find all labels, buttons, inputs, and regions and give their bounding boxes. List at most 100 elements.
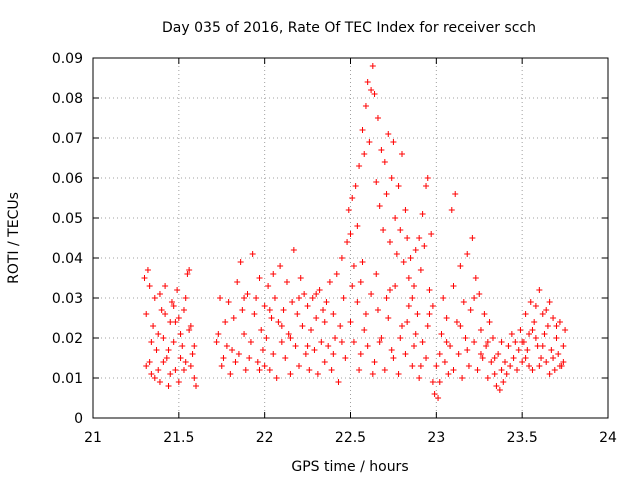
- data-point: [292, 343, 299, 349]
- data-point: [242, 367, 249, 373]
- data-point: [347, 319, 354, 325]
- data-point: [527, 299, 534, 305]
- data-point: [381, 367, 388, 373]
- data-point: [308, 327, 315, 333]
- data-point: [498, 339, 505, 345]
- data-point: [489, 335, 496, 341]
- data-point: [349, 283, 356, 289]
- data-point: [493, 383, 500, 389]
- y-tick-label: 0.08: [52, 91, 83, 107]
- data-point: [266, 367, 273, 373]
- data-point: [541, 331, 548, 337]
- data-point: [380, 227, 387, 233]
- data-point: [435, 395, 442, 401]
- data-point: [165, 383, 172, 389]
- data-point: [258, 327, 265, 333]
- data-point: [546, 299, 553, 305]
- data-point: [275, 319, 282, 325]
- data-point: [423, 183, 430, 189]
- data-point: [193, 383, 199, 389]
- x-tick-label: 21: [84, 430, 102, 446]
- data-point: [455, 351, 462, 357]
- data-point: [539, 311, 546, 317]
- data-point: [450, 367, 457, 373]
- data-point: [160, 359, 167, 365]
- data-point: [519, 359, 526, 365]
- data-point: [335, 379, 342, 385]
- data-point: [381, 159, 388, 165]
- y-tick-label: 0.07: [52, 131, 83, 147]
- data-point: [313, 291, 320, 297]
- data-point: [151, 375, 158, 381]
- data-point: [162, 311, 169, 317]
- data-point: [215, 331, 222, 337]
- data-point: [395, 371, 402, 377]
- data-point: [378, 147, 385, 153]
- data-point: [361, 327, 368, 333]
- data-point: [304, 303, 311, 309]
- data-point: [390, 355, 397, 361]
- data-point: [314, 371, 321, 377]
- data-point: [259, 347, 266, 353]
- x-tick-label: 22.5: [335, 430, 366, 446]
- data-point: [409, 295, 416, 301]
- data-point: [320, 307, 327, 313]
- data-point: [296, 295, 302, 301]
- data-point: [376, 203, 383, 209]
- data-point: [261, 303, 268, 309]
- data-point: [289, 299, 296, 305]
- data-point: [359, 127, 366, 133]
- data-point: [234, 279, 241, 285]
- data-point: [189, 351, 196, 357]
- data-point: [393, 251, 400, 257]
- data-point: [357, 279, 364, 285]
- data-point: [246, 355, 253, 361]
- y-tick-label: 0.03: [52, 291, 83, 307]
- data-point: [186, 327, 193, 333]
- data-point: [417, 267, 424, 273]
- data-point: [232, 359, 239, 365]
- data-point: [361, 151, 368, 157]
- data-point: [350, 339, 357, 345]
- data-point: [148, 371, 155, 377]
- data-point: [471, 339, 478, 345]
- data-point: [150, 323, 157, 329]
- data-point: [464, 251, 471, 257]
- data-point: [459, 375, 466, 381]
- data-point: [407, 255, 414, 261]
- data-point: [237, 259, 244, 265]
- data-point: [374, 307, 381, 313]
- data-point: [519, 339, 526, 345]
- data-point: [386, 239, 393, 245]
- data-point: [182, 359, 189, 365]
- data-point: [180, 367, 187, 373]
- data-point: [223, 343, 230, 349]
- y-tick-labels: 0 0.01 0.02 0.03 0.04 0.05 0.06 0.07 0.08 0.09: [52, 51, 83, 427]
- data-point: [445, 371, 452, 377]
- data-point: [378, 335, 385, 341]
- data-point: [421, 243, 428, 249]
- data-point: [153, 347, 160, 353]
- data-point: [167, 319, 174, 325]
- data-point: [548, 347, 555, 353]
- x-tick-label: 23.5: [507, 430, 538, 446]
- data-point: [165, 347, 172, 353]
- data-point: [440, 295, 447, 301]
- data-point: [344, 239, 351, 245]
- data-point: [556, 319, 563, 325]
- data-point: [411, 343, 418, 349]
- data-point: [175, 315, 182, 321]
- data-point: [302, 351, 309, 357]
- data-point: [412, 247, 419, 253]
- data-point: [170, 303, 177, 309]
- data-point: [174, 287, 181, 293]
- data-point: [313, 315, 320, 321]
- data-point: [544, 323, 551, 329]
- data-point: [457, 263, 464, 269]
- data-point: [526, 363, 533, 369]
- y-tick-label: 0.01: [52, 371, 83, 387]
- data-point: [366, 139, 373, 145]
- data-point: [172, 319, 179, 325]
- data-point: [383, 191, 390, 197]
- data-point: [416, 235, 423, 241]
